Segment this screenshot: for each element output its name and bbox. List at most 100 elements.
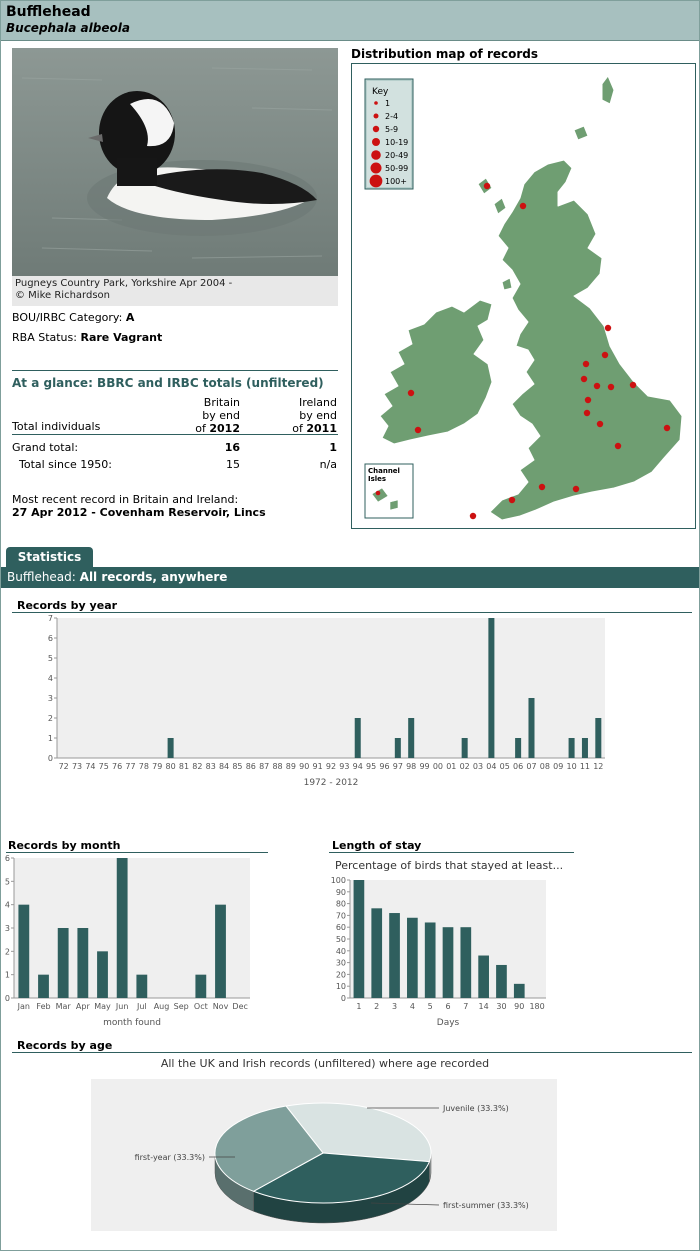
bar [488,618,495,758]
record-dot [601,351,609,359]
x-tick-label: 1 [356,1002,361,1011]
pie-label: Juvenile (33.3%) [442,1104,509,1113]
x-tick-label: 07 [526,762,536,771]
plot-area [14,858,250,998]
inset-label-1: Channel [368,467,400,475]
record-dot [583,409,591,417]
key-label-3: 10-19 [385,138,408,147]
pie-label: first-summer (33.3%) [443,1201,529,1210]
x-tick-label: Jul [136,1002,147,1011]
ireland-landmass [379,299,493,445]
x-tick-label: 01 [446,762,456,771]
x-tick-label: 5 [428,1002,433,1011]
bar [195,974,207,998]
skye-island [493,197,507,215]
record-dot [607,383,615,391]
y-tick-label: 6 [48,634,53,643]
great-britain-landmass [489,159,683,521]
bird-photo[interactable] [12,48,338,276]
photo-caption-line1: Pugneys Country Park, Yorkshire Apr 2004… [15,278,233,289]
record-dot [469,512,477,520]
britain-year: 2012 [209,422,240,435]
x-axis-title: Days [437,1018,460,1028]
y-tick-label: 40 [336,947,346,956]
record-dot [508,496,516,504]
glance-title: At a glance: BBRC and IRBC totals (unfil… [12,370,338,390]
y-tick-label: 3 [5,924,10,933]
y-tick-label: 0 [341,994,346,1003]
x-tick-label: 14 [479,1002,489,1011]
record-dot [519,202,527,210]
tab-statistics[interactable]: Statistics [6,547,93,567]
y-tick-label: 60 [336,923,346,932]
y-tick-label: 2 [5,947,10,956]
bird-photo-image [12,48,338,276]
x-tick-label: Apr [76,1002,91,1011]
x-tick-label: 04 [486,762,496,771]
x-tick-label: 87 [259,762,269,771]
x-tick-label: 93 [339,762,349,771]
photo-caption-line2: © Mike Richardson [15,290,110,301]
grand-total-ireland: 1 [329,441,337,454]
section-line-by-month [6,852,268,853]
x-tick-label: Feb [36,1002,50,1011]
distribution-map[interactable]: Key 1 2-4 5-9 10-19 20-49 50-99 100+ Channel I… [351,63,696,529]
x-tick-label: 94 [353,762,363,771]
stats-filter-bar: Bufflehead: All records, anywhere [1,567,699,588]
record-dots [407,182,671,520]
bar [408,718,415,758]
pie-slice [285,1102,432,1163]
y-tick-label: 2 [48,714,53,723]
recent-record-value[interactable]: 27 Apr 2012 - Covenham Reservoir, Lincs [12,506,266,519]
y-tick-label: 3 [48,694,53,703]
key-label-5: 50-99 [385,164,408,173]
x-tick-label: Oct [194,1002,208,1011]
bar [389,913,400,998]
bar [354,718,361,758]
y-tick-label: 10 [336,982,346,991]
x-tick-label: 90 [514,1002,524,1011]
y-tick-label: 4 [48,674,53,683]
section-line-by-year [12,612,692,613]
bar [568,738,575,758]
x-tick-label: 08 [540,762,550,771]
y-tick-label: 50 [336,935,346,944]
x-tick-label: Jun [115,1002,129,1011]
x-tick-label: 78 [139,762,149,771]
record-dot [584,396,592,404]
x-tick-label: 03 [473,762,483,771]
key-label-1: 2-4 [385,112,398,121]
bar [478,955,489,998]
bar [407,917,418,998]
x-tick-label: 76 [112,762,122,771]
record-dot [582,360,590,368]
bar [167,738,174,758]
record-dot [593,382,601,390]
y-tick-label: 7 [48,614,53,623]
pie-slice [252,1152,431,1204]
bar [38,974,49,998]
x-axis-title: month found [103,1018,161,1028]
record-dot [596,420,604,428]
pie-slice [214,1105,324,1192]
key-label-0: 1 [385,99,390,108]
bar [460,927,472,998]
x-tick-label: Dec [232,1002,247,1011]
y-tick-label: 6 [5,854,10,863]
grand-total-britain: 16 [224,441,240,454]
britain-heading: Britain [203,396,240,409]
britain-by-end: by end [202,409,240,422]
x-tick-label: Jan [17,1002,30,1011]
x-tick-label: May [94,1002,111,1011]
section-title-by-year: Records by year [17,599,118,612]
x-tick-label: 79 [152,762,162,771]
x-tick-label: 11 [580,762,590,771]
pie-label-line [370,1202,440,1206]
x-tick-label: 02 [460,762,470,771]
y-tick-label: 0 [5,994,10,1003]
bar [424,922,436,998]
x-tick-label: 74 [85,762,95,771]
x-tick-label: Mar [56,1002,72,1011]
species-name: Bufflehead [6,4,91,20]
glance-divider [12,434,338,435]
